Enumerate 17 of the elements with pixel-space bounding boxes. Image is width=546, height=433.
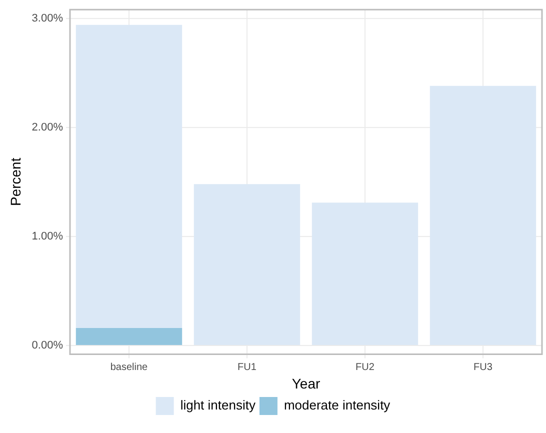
y-tick-label: 1.00% bbox=[32, 230, 64, 242]
legend-label: light intensity bbox=[180, 398, 256, 413]
x-tick-label: FU2 bbox=[356, 362, 375, 373]
x-tick-label: baseline bbox=[110, 362, 148, 373]
x-tick-label: FU1 bbox=[238, 362, 257, 373]
bar bbox=[194, 184, 300, 345]
bar bbox=[76, 24, 182, 328]
y-axis-title: Percent bbox=[7, 158, 24, 206]
x-tick-label: FU3 bbox=[474, 362, 493, 373]
bar bbox=[430, 86, 536, 345]
legend-label: moderate intensity bbox=[284, 398, 391, 413]
y-tick-label: 2.00% bbox=[32, 121, 64, 134]
bar bbox=[312, 202, 418, 345]
y-tick-label: 3.00% bbox=[32, 12, 64, 24]
bar bbox=[76, 328, 182, 345]
y-tick-label: 0.00% bbox=[32, 340, 64, 352]
x-axis-title: Year bbox=[292, 375, 320, 392]
